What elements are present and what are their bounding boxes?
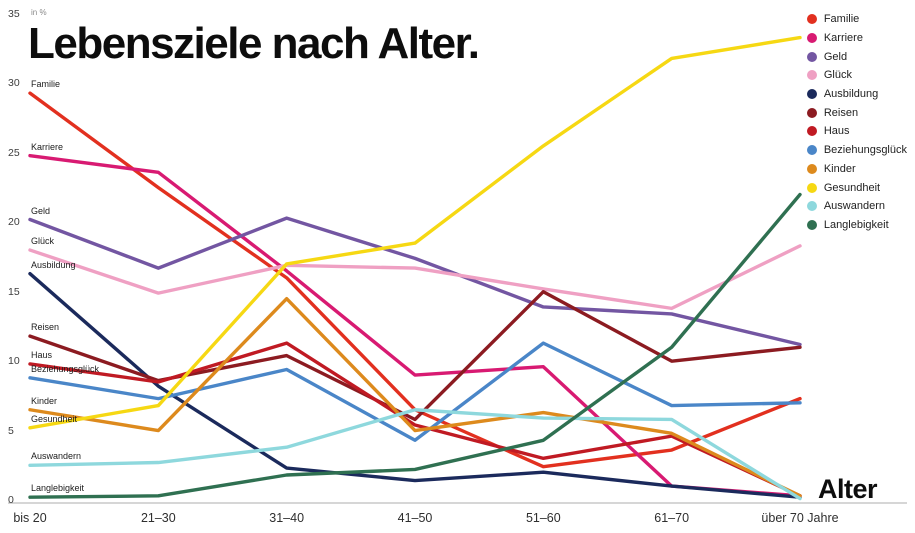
- y-tick: 30: [8, 77, 20, 90]
- x-tick-label: bis 20: [13, 511, 47, 525]
- series-start-label: Beziehungsglück: [31, 363, 100, 374]
- series-line-Geld: [28, 216, 802, 347]
- series-line-Langlebigkeit: [28, 192, 802, 499]
- series-line-Beziehungsglück: [28, 341, 802, 442]
- y-tick: 5: [8, 424, 14, 437]
- series-line-Glück: [28, 244, 802, 311]
- x-tick-label: 21–30: [140, 511, 176, 525]
- legend-swatch-dot: [806, 145, 817, 156]
- legend-swatch-dot: [806, 89, 817, 100]
- legend-swatch-dot: [806, 14, 817, 25]
- legend-item: Haus: [806, 122, 907, 141]
- y-tick: 0: [8, 494, 14, 506]
- series-start-label: Ausbildung: [31, 259, 76, 270]
- series-start-label: Geld: [31, 205, 51, 216]
- x-tick-label: 61–70: [654, 511, 690, 525]
- series-start-label: Karriere: [31, 141, 64, 152]
- legend-label: Kinder: [823, 162, 856, 175]
- legend-item: Kinder: [806, 160, 907, 179]
- legend-item: Reisen: [806, 103, 907, 122]
- legend-item: Beziehungsglück: [806, 141, 907, 160]
- series-start-label: Langlebigkeit: [31, 483, 85, 494]
- series-line-Kinder: [28, 296, 802, 498]
- series-line-Haus: [28, 341, 802, 498]
- legend-item: Ausbildung: [806, 85, 907, 104]
- legend-swatch-dot: [806, 70, 817, 81]
- series-line-Auswandern: [28, 408, 802, 501]
- chart-title: Lebensziele nach Alter.: [28, 19, 480, 68]
- legend-swatch-dot: [806, 51, 817, 62]
- series-line-Reisen: [28, 290, 802, 422]
- series-start-label: Familie: [31, 79, 61, 90]
- legend-label: Beziehungsglück: [823, 144, 907, 157]
- legend: Familie Karriere Geld Glück Ausbildung R…: [806, 10, 907, 235]
- legend-item: Gesundheit: [806, 178, 907, 197]
- x-tick-label: über 70 Jahre: [761, 511, 839, 525]
- x-tick-label: 51–60: [525, 511, 561, 525]
- y-axis-unit-label: in %: [31, 8, 47, 17]
- legend-label: Gesundheit: [823, 181, 881, 194]
- legend-swatch-dot: [806, 126, 817, 137]
- legend-item: Familie: [806, 10, 907, 29]
- series-start-label: Auswandern: [31, 451, 82, 462]
- x-tick-label: 41–50: [397, 511, 433, 525]
- legend-label: Geld: [823, 50, 848, 63]
- series-start-label: Kinder: [31, 395, 58, 406]
- y-tick: 15: [8, 285, 20, 298]
- series-start-label: Haus: [31, 349, 53, 360]
- legend-label: Karriere: [823, 32, 863, 45]
- series-start-label: Glück: [31, 236, 55, 247]
- legend-label: Haus: [823, 125, 850, 138]
- legend-item: Glück: [806, 66, 907, 85]
- legend-label: Auswandern: [823, 200, 885, 213]
- legend-item: Langlebigkeit: [806, 216, 907, 235]
- legend-label: Langlebigkeit: [823, 218, 889, 231]
- series-start-label: Gesundheit: [31, 413, 78, 424]
- legend-swatch-dot: [806, 219, 817, 230]
- series-line-Gesundheit: [28, 35, 802, 430]
- x-axis-title: Alter: [818, 474, 878, 504]
- legend-label: Glück: [823, 69, 852, 82]
- legend-swatch-dot: [806, 182, 817, 193]
- legend-item: Karriere: [806, 29, 907, 48]
- series-line-Ausbildung: [28, 271, 802, 499]
- y-tick: 10: [8, 355, 20, 368]
- y-tick: 20: [8, 216, 20, 229]
- legend-swatch-dot: [806, 201, 817, 212]
- legend-label: Reisen: [823, 106, 859, 119]
- legend-label: Ausbildung: [823, 88, 879, 101]
- y-tick: 25: [8, 146, 20, 159]
- x-tick-label: 31–40: [269, 511, 305, 525]
- y-tick: 35: [8, 8, 20, 20]
- legend-swatch-dot: [806, 163, 817, 174]
- legend-item: Geld: [806, 47, 907, 66]
- legend-swatch-dot: [806, 33, 817, 44]
- legend-swatch-dot: [806, 107, 817, 118]
- series-start-label: Reisen: [31, 322, 60, 333]
- legend-item: Auswandern: [806, 197, 907, 216]
- legend-label: Familie: [823, 13, 860, 26]
